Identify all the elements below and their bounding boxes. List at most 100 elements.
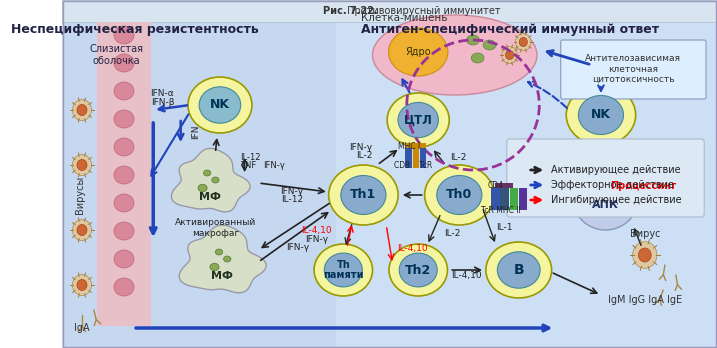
Text: CD8    TcR: CD8 TcR [394,161,432,170]
Text: IL-12: IL-12 [281,196,303,205]
Text: Рис. 7.22.: Рис. 7.22. [323,6,378,16]
Ellipse shape [471,53,484,63]
Bar [491,188,500,210]
Text: IFN-γ: IFN-γ [280,188,304,197]
Ellipse shape [498,252,540,288]
Circle shape [72,155,92,175]
Ellipse shape [486,242,551,298]
Text: IgM IgG IgA IgE: IgM IgG IgA IgE [608,295,682,305]
Text: Слизистая
оболочка: Слизистая оболочка [90,44,143,66]
Circle shape [72,220,92,240]
Ellipse shape [387,93,450,147]
Text: Th0: Th0 [446,189,473,201]
Ellipse shape [114,138,134,156]
Bar [510,188,518,210]
Text: Клетка-мишень: Клетка-мишень [361,13,447,23]
Ellipse shape [224,256,231,262]
Text: Th1: Th1 [351,189,376,201]
Bar [518,188,527,210]
Text: МФ: МФ [211,271,233,282]
Bar [420,148,427,168]
Circle shape [502,46,518,64]
Circle shape [77,224,87,236]
Ellipse shape [574,170,637,230]
Text: Эффекторное действие: Эффекторное действие [551,180,674,190]
Text: ЦТЛ: ЦТЛ [404,113,432,127]
Text: NK: NK [591,109,611,121]
Ellipse shape [198,184,207,192]
Text: IFN: IFN [191,125,201,139]
Text: Антителозависимая
клеточная
цитотоксичность: Антителозависимая клеточная цитотоксично… [585,54,681,84]
Bar [413,148,419,168]
Ellipse shape [328,165,398,225]
Text: CD4: CD4 [488,181,504,190]
Ellipse shape [483,40,496,50]
Ellipse shape [324,253,362,287]
Text: IFN-γ: IFN-γ [286,244,309,253]
Circle shape [77,104,87,116]
Circle shape [516,33,531,50]
Ellipse shape [579,95,624,134]
Ellipse shape [114,54,134,72]
Text: МНС I: МНС I [398,142,420,151]
Text: Процессинг: Процессинг [610,181,676,191]
FancyBboxPatch shape [62,0,717,22]
Text: NK: NK [210,98,230,111]
Text: Th2: Th2 [405,263,432,277]
Ellipse shape [399,253,437,287]
Text: IL-12: IL-12 [240,152,260,161]
Ellipse shape [467,35,480,45]
Ellipse shape [389,28,448,76]
Ellipse shape [188,77,252,133]
Text: Противовирусный иммунитет: Противовирусный иммунитет [344,6,501,16]
Circle shape [519,38,528,47]
Ellipse shape [566,85,636,145]
Ellipse shape [114,250,134,268]
Text: IFN-γ: IFN-γ [305,236,328,245]
Ellipse shape [314,244,373,296]
Text: IL-2: IL-2 [450,152,467,161]
FancyBboxPatch shape [561,40,706,99]
Ellipse shape [114,110,134,128]
Text: IL-2: IL-2 [356,150,373,159]
Text: Неспецифическая резистентность: Неспецифическая резистентность [11,24,259,37]
Text: TNF: TNF [240,160,256,169]
Circle shape [505,50,513,60]
Ellipse shape [114,166,134,184]
Text: IgA: IgA [74,323,90,333]
FancyBboxPatch shape [336,0,717,348]
Text: Ядро: Ядро [405,47,431,57]
Circle shape [72,275,92,295]
Text: IL-4,10: IL-4,10 [451,271,482,280]
Ellipse shape [114,222,134,240]
Bar [500,188,508,210]
Text: B: B [513,263,524,277]
Ellipse shape [341,175,386,214]
Text: Антиген-специфический иммунный ответ: Антиген-специфический иммунный ответ [361,24,659,37]
Text: IL-4,10: IL-4,10 [301,226,331,235]
Bar [405,148,412,168]
Ellipse shape [114,26,134,44]
Text: IFN-α
IFN-β: IFN-α IFN-β [151,89,174,107]
Ellipse shape [437,175,482,214]
Polygon shape [171,149,250,212]
Text: Вирус: Вирус [630,229,660,239]
Text: IFN-γ: IFN-γ [263,160,285,169]
Text: IFN-γ: IFN-γ [349,142,373,151]
FancyBboxPatch shape [62,0,717,348]
Circle shape [77,279,87,291]
Polygon shape [179,225,266,293]
Ellipse shape [199,87,241,123]
Text: IL-4,10: IL-4,10 [397,244,428,253]
Circle shape [632,242,657,268]
Circle shape [638,248,651,262]
Text: Вирусы: Вирусы [75,176,85,214]
Text: МФ: МФ [199,191,221,201]
Text: Ингибирующее действие: Ингибирующее действие [551,195,681,205]
Text: АПК: АПК [592,200,619,210]
Ellipse shape [204,170,211,176]
Text: Активированный
макрофаг: Активированный макрофаг [175,218,256,238]
Bar [405,143,425,148]
Text: IL-2: IL-2 [444,229,460,237]
Text: Активирующее действие: Активирующее действие [551,165,680,175]
